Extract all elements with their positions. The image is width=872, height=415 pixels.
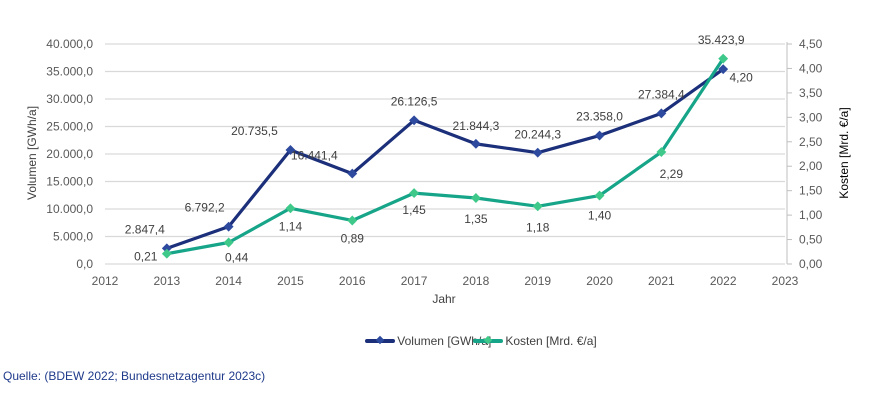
y-tick-label: 25.000,0	[46, 120, 93, 134]
y-tick-label: 10.000,0	[46, 202, 93, 216]
x-tick-label: 2013	[153, 274, 180, 288]
y2-tick-label: 2,50	[799, 135, 823, 149]
data-label: 4,20	[730, 71, 754, 85]
data-label: 1,18	[526, 220, 550, 234]
legend: Volumen [GWh/a] Kosten [Mrd. €/a]	[0, 334, 872, 348]
y2-tick-label: 4,00	[799, 61, 823, 75]
data-label: 26.126,5	[391, 94, 438, 108]
series-lines	[161, 53, 729, 259]
legend-swatch-kosten	[473, 335, 504, 345]
x-tick-label: 2023	[772, 274, 799, 288]
data-label: 2.847,4	[125, 222, 165, 236]
data-label: 1,45	[402, 203, 426, 217]
y2-axis-ticks: 0,00 0,50 1,00 1,50 2,00 2,50 3,00 3,50 4,00 4,50	[799, 37, 823, 271]
y-axis-ticks: 0,0 5.000,0 10.000,0 15.000,0 20.000,0 25.000…	[46, 37, 93, 271]
legend-item-kosten[interactable]: Kosten [Mrd. €/a]	[473, 334, 597, 348]
legend-item-volumen[interactable]: Volumen [GWh/a]	[365, 334, 491, 348]
data-label: 20.735,5	[231, 124, 278, 138]
x-tick-label: 2017	[401, 274, 428, 288]
data-label: 20.244,3	[514, 128, 561, 142]
data-point	[285, 203, 296, 214]
data-point	[532, 147, 543, 158]
data-point	[594, 130, 605, 141]
data-point	[470, 138, 481, 149]
y2-tick-label: 0,00	[799, 257, 823, 271]
data-point	[347, 215, 358, 226]
legend-label-kosten: Kosten [Mrd. €/a]	[505, 334, 597, 348]
source-citation: Quelle: (BDEW 2022; Bundesnetzagentur 20…	[3, 369, 266, 383]
data-label: 0,21	[134, 250, 158, 264]
y-tick-label: 0,0	[76, 257, 93, 271]
y2-tick-label: 2,00	[799, 159, 823, 173]
data-label: 0,89	[341, 231, 365, 245]
y2-tick-label: 3,00	[799, 110, 823, 124]
y-tick-label: 40.000,0	[46, 37, 93, 51]
data-point	[409, 188, 420, 199]
data-label: 1,14	[279, 219, 303, 233]
x-tick-label: 2020	[586, 274, 613, 288]
data-point	[470, 193, 481, 203]
x-axis-title: Jahr	[432, 292, 455, 306]
data-label: 27.384,4	[638, 87, 685, 101]
data-point	[656, 147, 667, 157]
data-point	[718, 53, 729, 64]
data-point	[656, 108, 667, 119]
data-label: 21.844,3	[453, 119, 500, 133]
y2-axis-title: Kosten [Mrd. €/a]	[837, 107, 851, 198]
data-label: 1,40	[588, 209, 612, 223]
legend-label-volumen: Volumen [GWh/a]	[397, 334, 492, 348]
series-line-kosten	[166, 57, 725, 256]
x-axis-ticks: 2012 2013 2014 2015 2016 2017 2018 2019 2020 2021…	[92, 274, 799, 288]
data-label: 23.358,0	[576, 110, 623, 124]
y-axis-title: Volumen [GWh/a]	[25, 106, 39, 200]
data-labels: 2.847,4 6.792,2 20.735,5 16.441,4 26.126,5 21…	[125, 33, 753, 264]
data-label: 1,35	[464, 212, 488, 226]
data-label: 35.423,9	[698, 33, 745, 47]
y-tick-label: 20.000,0	[46, 147, 93, 161]
x-tick-label: 2019	[524, 274, 551, 288]
legend-swatch-volumen	[365, 335, 396, 345]
data-point	[223, 221, 234, 232]
x-tick-label: 2022	[710, 274, 737, 288]
series-line-volumen	[166, 67, 725, 250]
x-tick-label: 2012	[92, 274, 119, 288]
x-tick-label: 2014	[215, 274, 242, 288]
data-point	[347, 168, 358, 179]
data-label: 16.441,4	[291, 149, 338, 163]
y-tick-label: 35.000,0	[46, 65, 93, 79]
x-tick-label: 2015	[277, 274, 304, 288]
x-tick-label: 2016	[339, 274, 366, 288]
y2-tick-label: 1,50	[799, 184, 823, 198]
chart-svg: 2012 2013 2014 2015 2016 2017 2018 2019 2020 2021…	[25, 33, 851, 306]
y2-tick-label: 0,50	[799, 233, 823, 247]
data-point	[718, 64, 729, 75]
y-tick-label: 30.000,0	[46, 92, 93, 106]
y-tick-label: 5.000,0	[53, 230, 93, 244]
data-label: 6.792,2	[185, 201, 225, 215]
data-point	[223, 237, 234, 248]
data-point	[161, 248, 172, 259]
y2-tick-label: 3,50	[799, 86, 823, 100]
y-tick-label: 15.000,0	[46, 175, 93, 189]
data-point	[285, 145, 296, 155]
data-point	[594, 190, 605, 201]
right-axis	[786, 42, 792, 265]
data-point	[532, 201, 543, 212]
x-tick-label: 2021	[648, 274, 675, 288]
data-point	[161, 243, 172, 254]
gridlines	[105, 43, 785, 265]
x-tick-label: 2018	[463, 274, 490, 288]
data-label: 2,29	[660, 167, 684, 181]
y2-tick-label: 4,50	[799, 37, 823, 51]
y2-tick-label: 1,00	[799, 208, 823, 222]
data-label: 0,44	[225, 250, 249, 264]
